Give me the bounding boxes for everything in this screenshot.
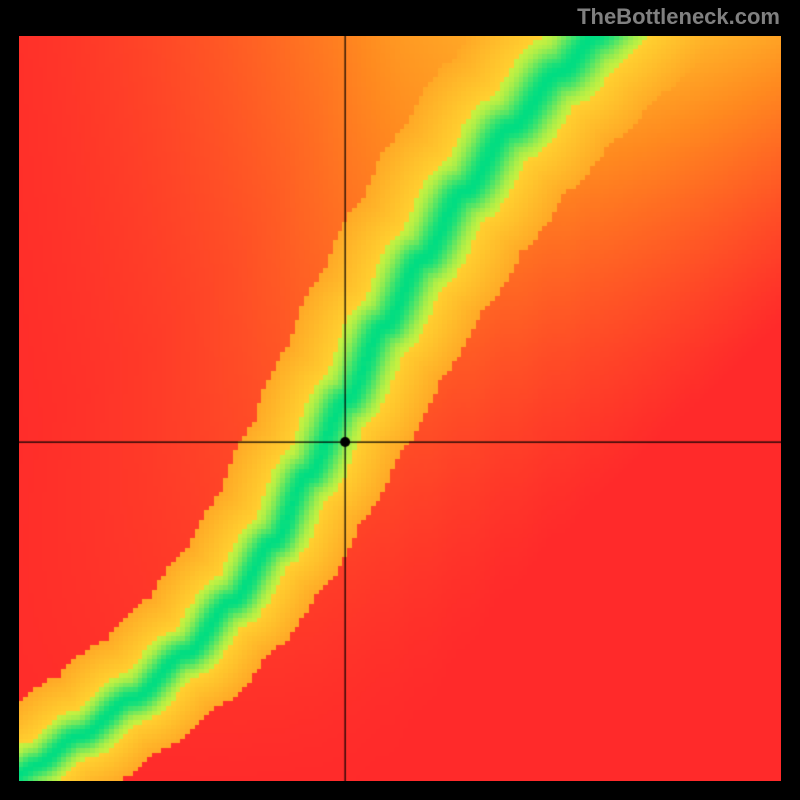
- heatmap-plot: [19, 36, 781, 781]
- chart-container: TheBottleneck.com: [0, 0, 800, 800]
- watermark-text: TheBottleneck.com: [577, 4, 780, 30]
- heatmap-canvas: [19, 36, 781, 781]
